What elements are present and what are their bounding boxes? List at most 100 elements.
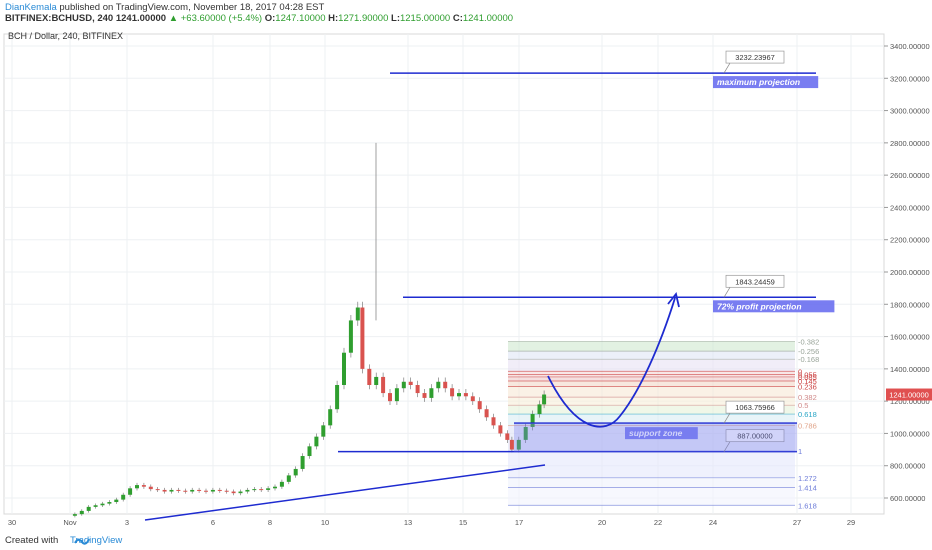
candle-body	[286, 475, 291, 482]
candle-body	[484, 409, 489, 418]
candle-body	[523, 426, 528, 440]
candle-body	[266, 488, 271, 490]
trend-line[interactable]	[144, 464, 546, 521]
y-tick-label: 2200.00000	[890, 236, 930, 245]
annotation-text: support zone	[629, 428, 683, 438]
candle-body	[141, 485, 146, 487]
support-zone-shade	[514, 423, 797, 452]
projection-curve[interactable]	[547, 297, 676, 428]
annotation-box	[713, 76, 819, 89]
fib-band	[508, 414, 795, 426]
candle-body	[217, 489, 222, 491]
plot-frame	[3, 33, 885, 515]
current-price-label: 1241.00000	[889, 391, 929, 400]
created-with-text: Created with	[5, 535, 59, 546]
candle-body	[321, 425, 326, 437]
low-value: 1215.00000	[399, 13, 451, 24]
published-text: published on TradingView.com, November 1…	[59, 2, 325, 13]
symbol-label: BITFINEX:BCHUSD, 240	[5, 13, 114, 24]
x-tick-label: 3	[125, 518, 129, 527]
candle-body	[300, 456, 305, 469]
y-tick-label: 600.00000	[890, 494, 925, 503]
chart-header: DianKemala published on TradingView.com,…	[0, 0, 932, 26]
x-tick-label: Nov	[63, 518, 77, 527]
callout-box	[725, 400, 785, 414]
candle-body	[408, 381, 413, 385]
x-tick-label: 17	[515, 518, 523, 527]
candle-body	[463, 393, 468, 397]
y-tick-label: 1200.00000	[890, 397, 930, 406]
y-tick-label: 1000.00000	[890, 429, 930, 438]
callout-pointer	[723, 412, 731, 424]
candle-body	[516, 439, 521, 450]
chart-title: BCH / Dollar, 240, BITFINEX	[8, 31, 123, 41]
candle-body	[100, 503, 105, 506]
fib-label: 1.272	[798, 474, 817, 483]
fib-band	[508, 380, 795, 387]
candle-body	[457, 393, 461, 397]
fib-label: 0.085	[798, 373, 817, 382]
candle-body	[314, 436, 319, 447]
fib-band	[508, 386, 795, 398]
annotation-text: maximum projection	[717, 77, 800, 87]
candle-body	[245, 489, 250, 492]
candle-body	[542, 394, 547, 405]
y-tick-label: 2800.00000	[890, 139, 930, 148]
fib-label: 1.414	[798, 484, 817, 493]
fib-label: 0	[798, 367, 802, 376]
fib-label: -0.256	[798, 347, 819, 356]
annotation-text: 72% profit projection	[717, 301, 802, 311]
candle-body	[328, 409, 333, 426]
callout-pointer	[723, 62, 731, 74]
candle-body	[450, 388, 455, 397]
candle-body	[509, 439, 514, 450]
y-tick-label: 800.00000	[890, 462, 925, 471]
price-chart[interactable]: -0.382-0.256-0.16800.0550.0850.1450.2360…	[0, 26, 932, 532]
candle-body	[342, 352, 346, 385]
fib-band	[508, 376, 795, 381]
author-link[interactable]: DianKemala	[5, 2, 57, 13]
candle-body	[128, 488, 133, 495]
fib-label: 0.786	[798, 421, 817, 430]
level-value-label: 887.00000	[737, 432, 772, 441]
level-value-label: 3232.23967	[735, 53, 775, 62]
candle-body	[79, 510, 84, 515]
x-tick-label: 24	[709, 518, 717, 527]
candle-body	[224, 490, 229, 492]
candle-body	[183, 490, 188, 492]
fib-band	[508, 397, 795, 406]
candle-body	[148, 486, 153, 490]
fib-band	[508, 374, 795, 377]
candle-body	[401, 381, 406, 389]
candle-body	[121, 494, 126, 500]
candle-body	[307, 446, 312, 457]
change-value: +63.60000 (+5.4%)	[180, 13, 263, 24]
fib-band	[508, 405, 795, 415]
fib-band	[508, 451, 795, 478]
level-value-label: 1843.24459	[735, 277, 775, 286]
candle-body	[176, 489, 181, 491]
close-value: 1241.00000	[462, 13, 514, 24]
x-tick-label: 8	[268, 518, 272, 527]
candle-body	[470, 396, 475, 402]
high-value: 1271.90000	[338, 13, 389, 24]
candle-body	[429, 388, 434, 398]
y-tick-label: 3400.00000	[890, 42, 930, 51]
candle-body	[72, 514, 77, 516]
candle-body	[273, 486, 277, 489]
y-tick-label: 2000.00000	[890, 268, 930, 277]
up-arrow-icon: ▲	[168, 13, 179, 24]
candle-body	[210, 489, 215, 492]
fib-label: 0.055	[798, 371, 817, 380]
callout-box	[725, 274, 785, 288]
fib-band	[508, 371, 795, 375]
candle-body	[335, 385, 340, 410]
y-tick-label: 1400.00000	[890, 365, 930, 374]
open-value: 1247.10000	[275, 13, 326, 24]
x-tick-label: 29	[847, 518, 855, 527]
candle-body	[360, 307, 365, 369]
candle-body	[252, 489, 257, 491]
open-label: O:	[264, 13, 276, 24]
tradingview-brand[interactable]: TradingView	[70, 535, 123, 546]
annotation-box	[625, 427, 698, 440]
